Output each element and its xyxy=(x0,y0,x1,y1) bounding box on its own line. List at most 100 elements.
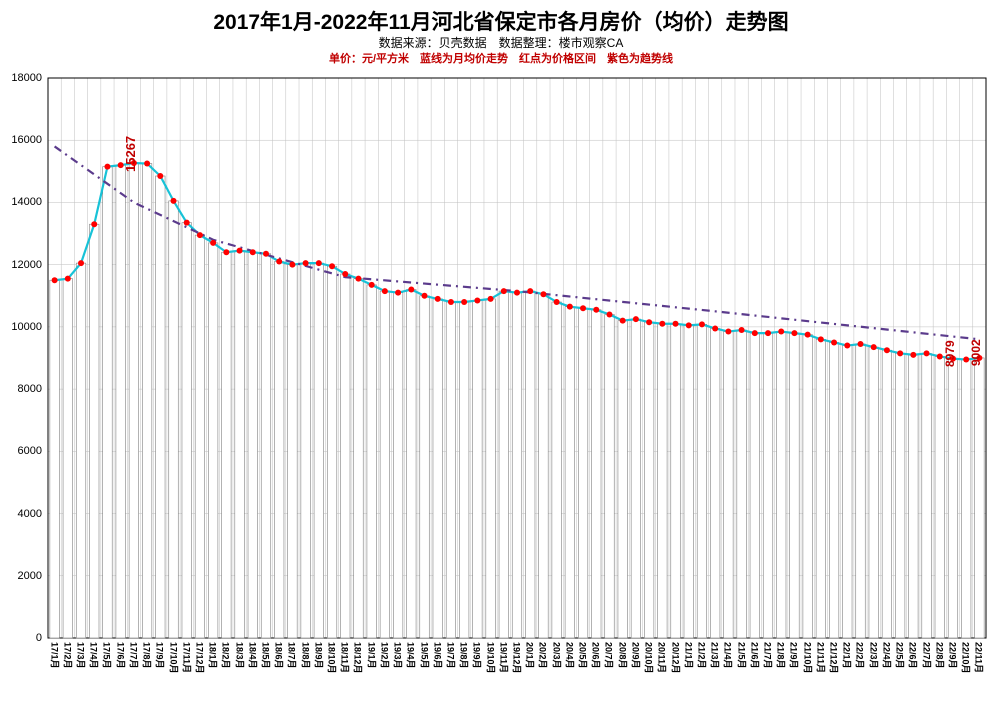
bar xyxy=(208,243,218,638)
y-tick-label: 6000 xyxy=(18,445,42,457)
x-tick-label: 17/10月 xyxy=(167,642,180,674)
price-marker xyxy=(78,260,84,266)
bar xyxy=(631,319,641,638)
x-tick-label: 22/7月 xyxy=(920,642,933,669)
bar xyxy=(459,302,469,638)
x-tick-label: 18/9月 xyxy=(312,642,325,669)
price-marker xyxy=(527,288,533,294)
price-marker xyxy=(646,319,652,325)
x-tick-label: 19/8月 xyxy=(458,642,471,669)
bar xyxy=(724,332,734,638)
price-marker xyxy=(104,164,110,170)
price-marker xyxy=(237,248,243,254)
x-tick-label: 17/11月 xyxy=(180,642,193,673)
bar xyxy=(909,355,919,638)
price-marker xyxy=(659,321,665,327)
chart-subtitle-legend: 单价：元/平方米 蓝线为月均价走势 红点为价格区间 紫色为趋势线 xyxy=(0,50,1002,66)
bar xyxy=(340,274,350,638)
price-marker xyxy=(144,161,150,167)
x-tick-label: 21/7月 xyxy=(762,642,775,669)
price-marker xyxy=(818,336,824,342)
x-tick-label: 18/6月 xyxy=(273,642,286,669)
price-marker xyxy=(65,276,71,282)
price-marker xyxy=(752,330,758,336)
x-tick-label: 20/10月 xyxy=(643,642,656,674)
x-tick-label: 21/8月 xyxy=(775,642,788,669)
bar xyxy=(420,296,430,638)
price-marker xyxy=(620,318,626,324)
bar xyxy=(354,279,364,638)
x-tick-label: 18/2月 xyxy=(220,642,233,669)
price-marker xyxy=(157,173,163,179)
price-marker xyxy=(289,262,295,268)
price-marker xyxy=(580,305,586,311)
bar xyxy=(248,252,258,638)
bar xyxy=(843,346,853,638)
bar xyxy=(486,299,496,638)
x-tick-label: 22/10月 xyxy=(960,642,973,674)
price-marker xyxy=(210,240,216,246)
price-marker xyxy=(897,350,903,356)
x-tick-label: 18/3月 xyxy=(233,642,246,669)
x-tick-label: 22/5月 xyxy=(894,642,907,669)
price-marker xyxy=(342,271,348,277)
x-tick-label: 18/1月 xyxy=(207,642,220,669)
x-tick-label: 21/3月 xyxy=(709,642,722,669)
x-tick-label: 22/4月 xyxy=(880,642,893,669)
x-tick-label: 17/8月 xyxy=(141,642,154,669)
x-tick-label: 22/11月 xyxy=(973,642,986,673)
x-tick-label: 20/3月 xyxy=(550,642,563,669)
bar xyxy=(182,223,192,638)
x-tick-label: 20/2月 xyxy=(537,642,550,669)
bar xyxy=(644,322,654,638)
bar xyxy=(103,167,113,638)
x-tick-label: 18/7月 xyxy=(286,642,299,669)
price-marker xyxy=(52,277,58,283)
x-tick-label: 20/1月 xyxy=(524,642,537,669)
x-tick-label: 17/6月 xyxy=(114,642,127,669)
x-tick-label: 21/5月 xyxy=(735,642,748,669)
bar xyxy=(592,310,602,638)
x-tick-label: 20/11月 xyxy=(656,642,669,673)
bar xyxy=(618,321,628,638)
bar xyxy=(710,328,720,638)
x-tick-label: 19/12月 xyxy=(511,642,524,674)
x-tick-label: 19/10月 xyxy=(484,642,497,674)
y-tick-label: 14000 xyxy=(11,196,42,208)
x-tick-label: 20/5月 xyxy=(577,642,590,669)
bar xyxy=(565,307,575,638)
x-tick-label: 21/9月 xyxy=(788,642,801,669)
bar xyxy=(737,330,747,638)
bar xyxy=(116,165,126,638)
price-marker xyxy=(791,330,797,336)
x-tick-label: 18/4月 xyxy=(246,642,259,669)
bar xyxy=(195,235,205,638)
bar xyxy=(750,333,760,638)
bar xyxy=(776,332,786,638)
bar xyxy=(222,252,232,638)
chart-title: 2017年1月-2022年11月河北省保定市各月房价（均价）走势图 xyxy=(0,6,1002,36)
bar xyxy=(816,339,826,638)
x-tick-label: 22/8月 xyxy=(933,642,946,669)
y-tick-label: 4000 xyxy=(18,508,42,520)
x-tick-label: 21/11月 xyxy=(814,642,827,673)
price-marker xyxy=(474,297,480,303)
x-tick-label: 21/1月 xyxy=(682,642,695,669)
x-tick-label: 18/8月 xyxy=(299,642,312,669)
price-marker xyxy=(554,299,560,305)
x-tick-label: 18/11月 xyxy=(339,642,352,673)
price-marker xyxy=(937,353,943,359)
x-tick-label: 22/9月 xyxy=(946,642,959,669)
price-marker xyxy=(699,321,705,327)
bar xyxy=(763,333,773,638)
x-tick-label: 18/5月 xyxy=(259,642,272,669)
bar xyxy=(684,325,694,638)
bar xyxy=(856,344,866,638)
bar xyxy=(156,176,166,638)
x-tick-label: 19/2月 xyxy=(378,642,391,669)
y-tick-label: 16000 xyxy=(11,134,42,146)
x-tick-label: 17/5月 xyxy=(101,642,114,669)
bar xyxy=(882,350,892,638)
bar xyxy=(367,285,377,638)
bar xyxy=(235,251,245,638)
